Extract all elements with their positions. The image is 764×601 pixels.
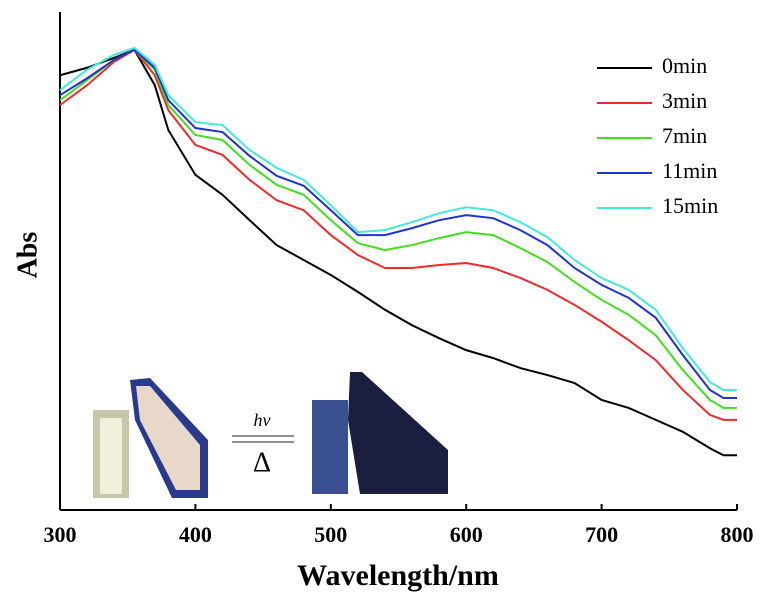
x-tick-label: 800 <box>721 522 754 547</box>
series-line <box>59 48 737 421</box>
x-tick-label: 500 <box>314 522 347 547</box>
x-axis-label: Wavelength/nm <box>297 559 499 592</box>
y-axis-label: Abs <box>12 232 43 279</box>
series-line <box>59 48 737 399</box>
series-line <box>59 46 737 391</box>
crystal <box>348 372 448 494</box>
legend-label: 0min <box>662 53 707 78</box>
series-line <box>59 48 737 409</box>
legend-label: 7min <box>662 123 707 148</box>
series-line <box>59 48 737 457</box>
x-tick-label: 600 <box>450 522 483 547</box>
annotation: hv <box>254 410 271 430</box>
legend-label: 15min <box>662 193 718 218</box>
x-tick-label: 400 <box>179 522 212 547</box>
crystal <box>100 418 122 494</box>
crystal <box>136 386 200 490</box>
x-tick-label: 700 <box>585 522 618 547</box>
x-tick-label: 300 <box>44 522 77 547</box>
legend-label: 3min <box>662 88 707 113</box>
inset-photo: hv Δ <box>93 372 448 498</box>
legend-label: 11min <box>662 158 717 183</box>
crystal <box>312 400 348 494</box>
annotation: Δ <box>253 447 271 478</box>
